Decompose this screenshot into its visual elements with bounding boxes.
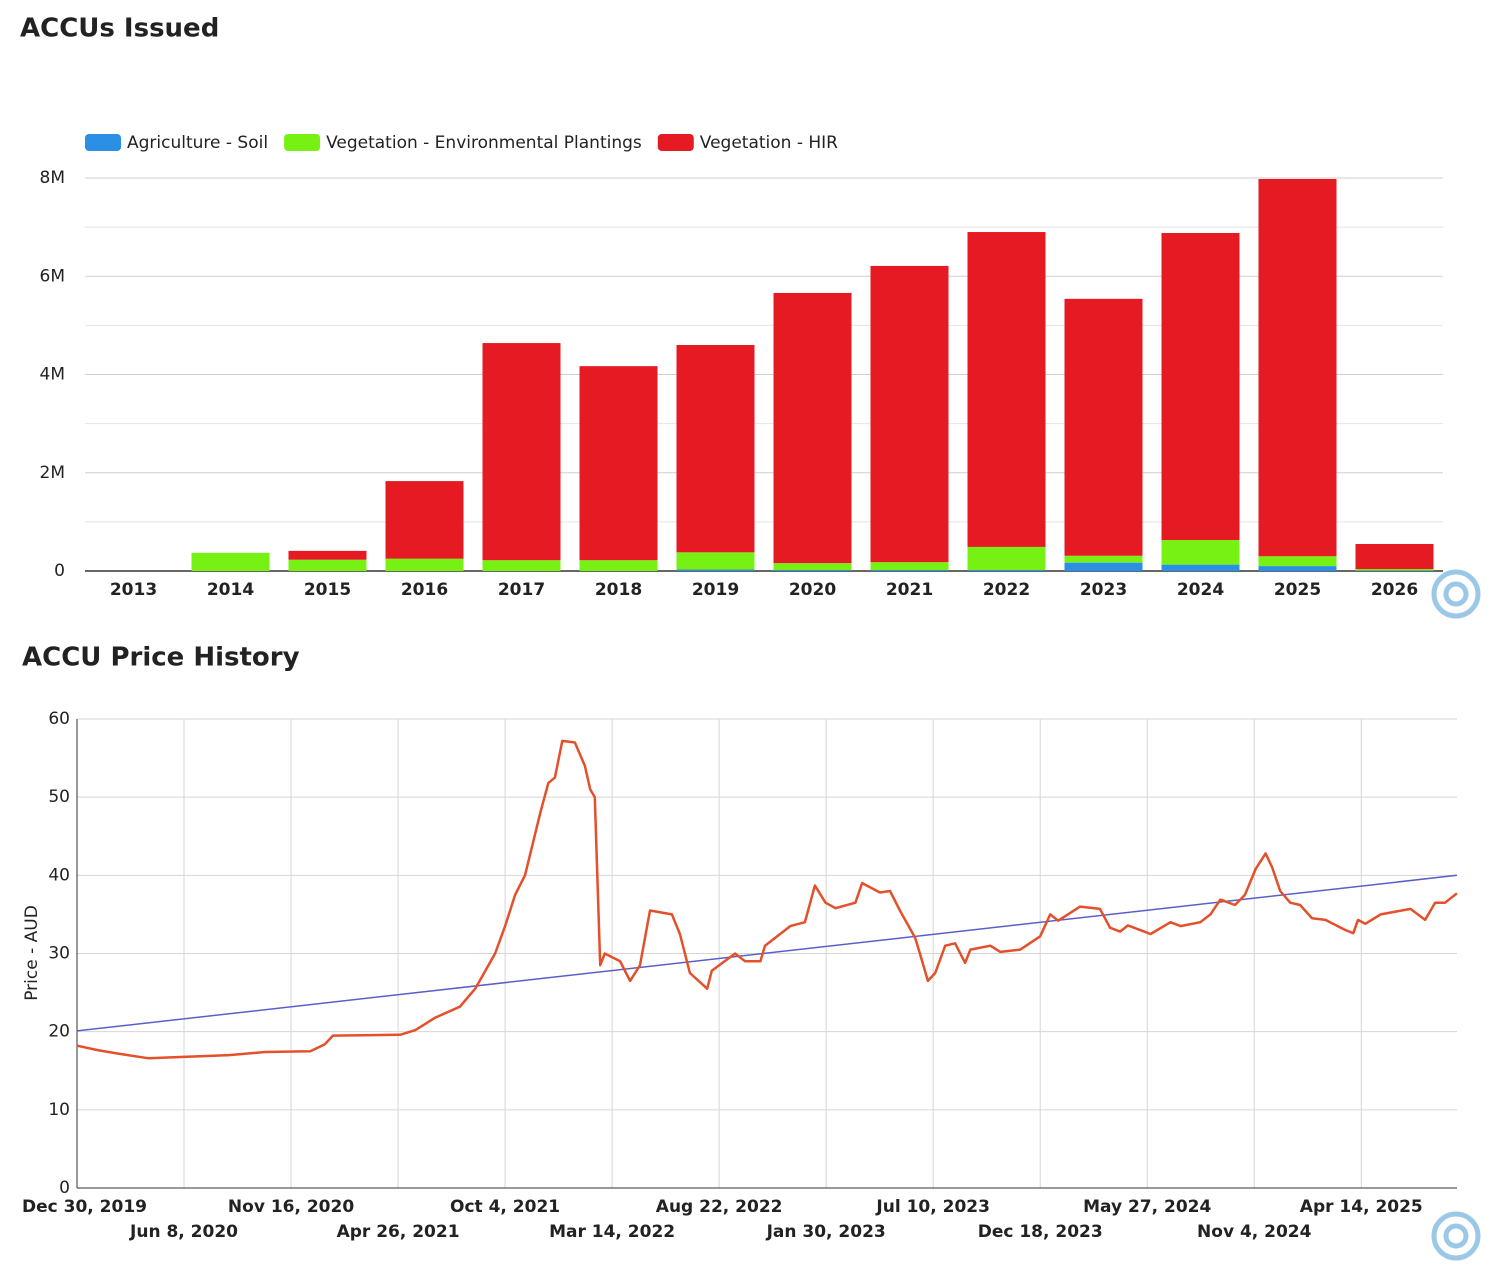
x-tick-label: 2024 [1177,580,1224,600]
y-tick-label: 2M [40,463,65,483]
chart-title: ACCUs Issued [20,14,219,44]
bar-segment [1161,540,1240,565]
legend-label: Vegetation - HIR [700,133,838,153]
bar-segment [1355,543,1434,570]
x-tick-label: 2022 [983,580,1030,600]
bar-segment [482,560,561,571]
bar-segment [1161,233,1240,541]
y-tick-label: 50 [48,787,70,807]
bar-segment [482,343,561,561]
bar-segment [967,232,1046,547]
logo [1431,569,1481,1261]
x-tick-label: Jul 10, 2023 [875,1197,990,1217]
legend-swatch [657,134,694,151]
price-line [76,739,1458,1060]
bar-segment [1064,555,1143,563]
x-tick-label: 2019 [692,580,739,600]
chart-title: ACCU Price History [22,643,300,673]
bar-segment [676,345,755,553]
x-tick-label: Dec 30, 2019 [22,1197,147,1217]
bar-segment [1064,562,1143,571]
y-tick-label: 40 [48,865,70,885]
y-tick-label: 6M [40,266,65,286]
x-tick-label: 2015 [304,580,351,600]
x-tick-label: Jun 8, 2020 [129,1222,238,1242]
bar-segment [967,570,1046,571]
x-tick-label: 2016 [401,580,448,600]
x-tick-label: May 27, 2024 [1083,1197,1211,1217]
y-tick-label: 0 [59,1178,70,1198]
bar-segment [385,558,464,571]
bar-segment [288,550,367,560]
legend-swatch [85,134,121,151]
x-tick-label: 2013 [110,580,157,600]
bar-segment [579,560,658,571]
bar-segment [288,559,367,571]
bar-segment [676,552,755,570]
bar-segment [579,366,658,561]
x-tick-label: Apr 26, 2021 [337,1222,460,1242]
x-tick-label: 2020 [789,580,836,600]
y-tick-label: 30 [48,944,70,964]
bar-segment [191,552,270,571]
x-tick-label: Nov 16, 2020 [228,1197,354,1217]
x-tick-label: Dec 18, 2023 [978,1222,1103,1242]
bar-segment [773,570,852,571]
legend-label: Vegetation - Environmental Plantings [326,133,642,153]
bar-segment [870,570,949,571]
x-tick-label: 2023 [1080,580,1127,600]
x-tick-label: Oct 4, 2021 [450,1197,560,1217]
bar-segment [1161,564,1240,571]
x-tick-label: 2014 [207,580,254,600]
legend-swatch [284,134,321,151]
y-tick-label: 4M [40,365,65,385]
bar-segment [1258,556,1337,567]
y-tick-label: 60 [48,709,70,729]
bar-segment [385,481,464,559]
x-tick-label: 2018 [595,580,642,600]
bar-segment [773,563,852,571]
x-tick-label: Mar 14, 2022 [549,1222,675,1242]
legend-label: Agriculture - Soil [127,133,268,153]
x-tick-label: 2026 [1371,580,1418,600]
bar-segment [967,546,1046,571]
x-tick-label: Jan 30, 2023 [766,1222,886,1242]
x-tick-label: 2025 [1274,580,1321,600]
x-tick-label: Aug 22, 2022 [656,1197,783,1217]
y-tick-label: 10 [48,1100,70,1120]
x-tick-label: 2017 [498,580,545,600]
bar-segment [1355,569,1434,571]
bar-segment [870,562,949,571]
bar-segment [676,569,755,571]
y-tick-label: 8M [40,168,65,188]
bar-segment [773,292,852,564]
bar-segment [870,265,949,563]
y-axis-title: Price - AUD [22,905,42,1001]
bar-segment [1258,566,1337,571]
y-tick-label: 0 [54,561,65,581]
y-tick-label: 20 [48,1022,70,1042]
x-tick-label: Apr 14, 2025 [1300,1197,1423,1217]
x-tick-label: Nov 4, 2024 [1197,1222,1312,1242]
x-tick-label: 2021 [886,580,933,600]
bar-segment [1258,178,1337,557]
bar-segment [1064,298,1143,556]
